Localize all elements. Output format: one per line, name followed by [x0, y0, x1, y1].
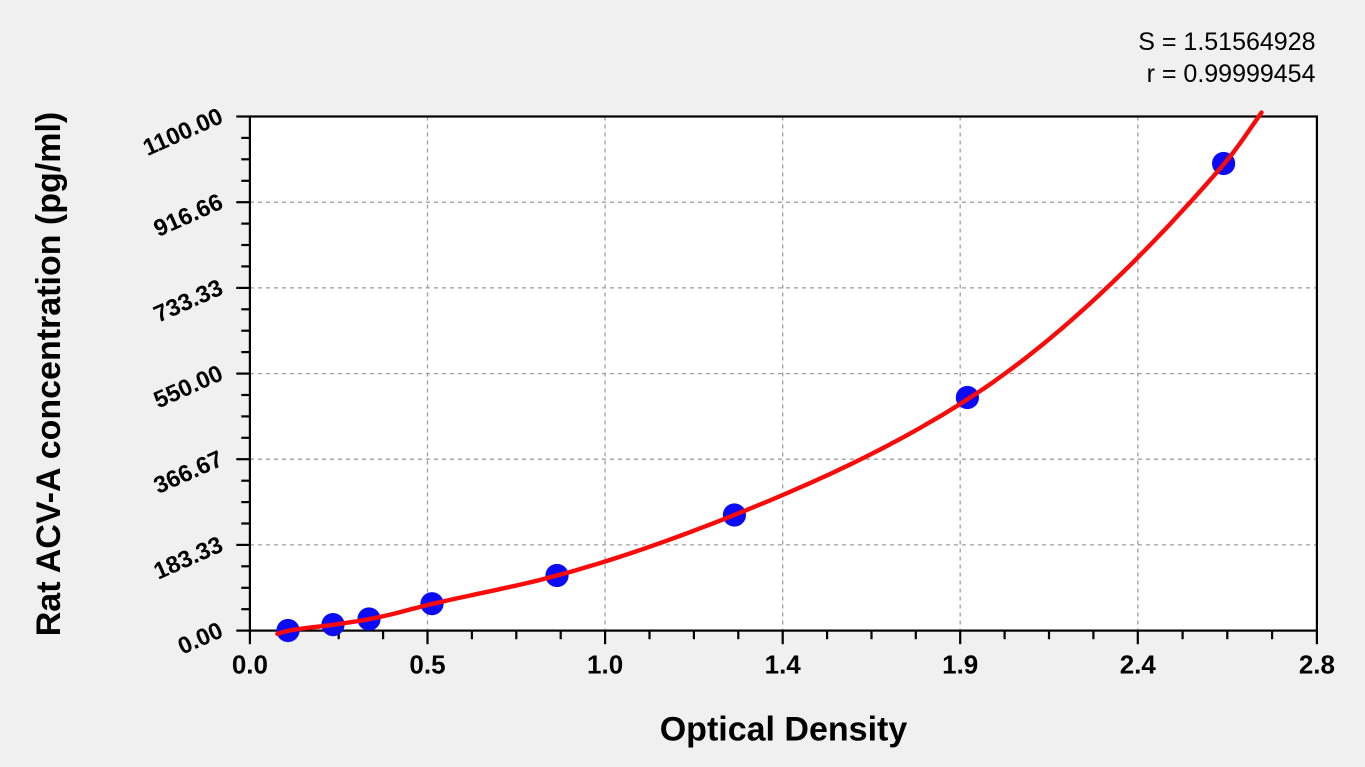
svg-text:Rat ACV-A concentration (pg/ml: Rat ACV-A concentration (pg/ml): [30, 112, 68, 637]
svg-text:1.9: 1.9: [942, 649, 978, 679]
svg-text:2.8: 2.8: [1299, 649, 1335, 679]
svg-text:Optical Density: Optical Density: [660, 711, 908, 749]
svg-text:0.0: 0.0: [232, 649, 268, 679]
svg-text:S = 1.51564928: S = 1.51564928: [1138, 28, 1315, 56]
svg-text:0.5: 0.5: [409, 649, 445, 679]
svg-text:1.0: 1.0: [587, 649, 623, 679]
svg-text:1.4: 1.4: [765, 649, 802, 679]
svg-text:2.4: 2.4: [1120, 649, 1157, 679]
svg-text:r = 0.99999454: r = 0.99999454: [1147, 60, 1316, 88]
